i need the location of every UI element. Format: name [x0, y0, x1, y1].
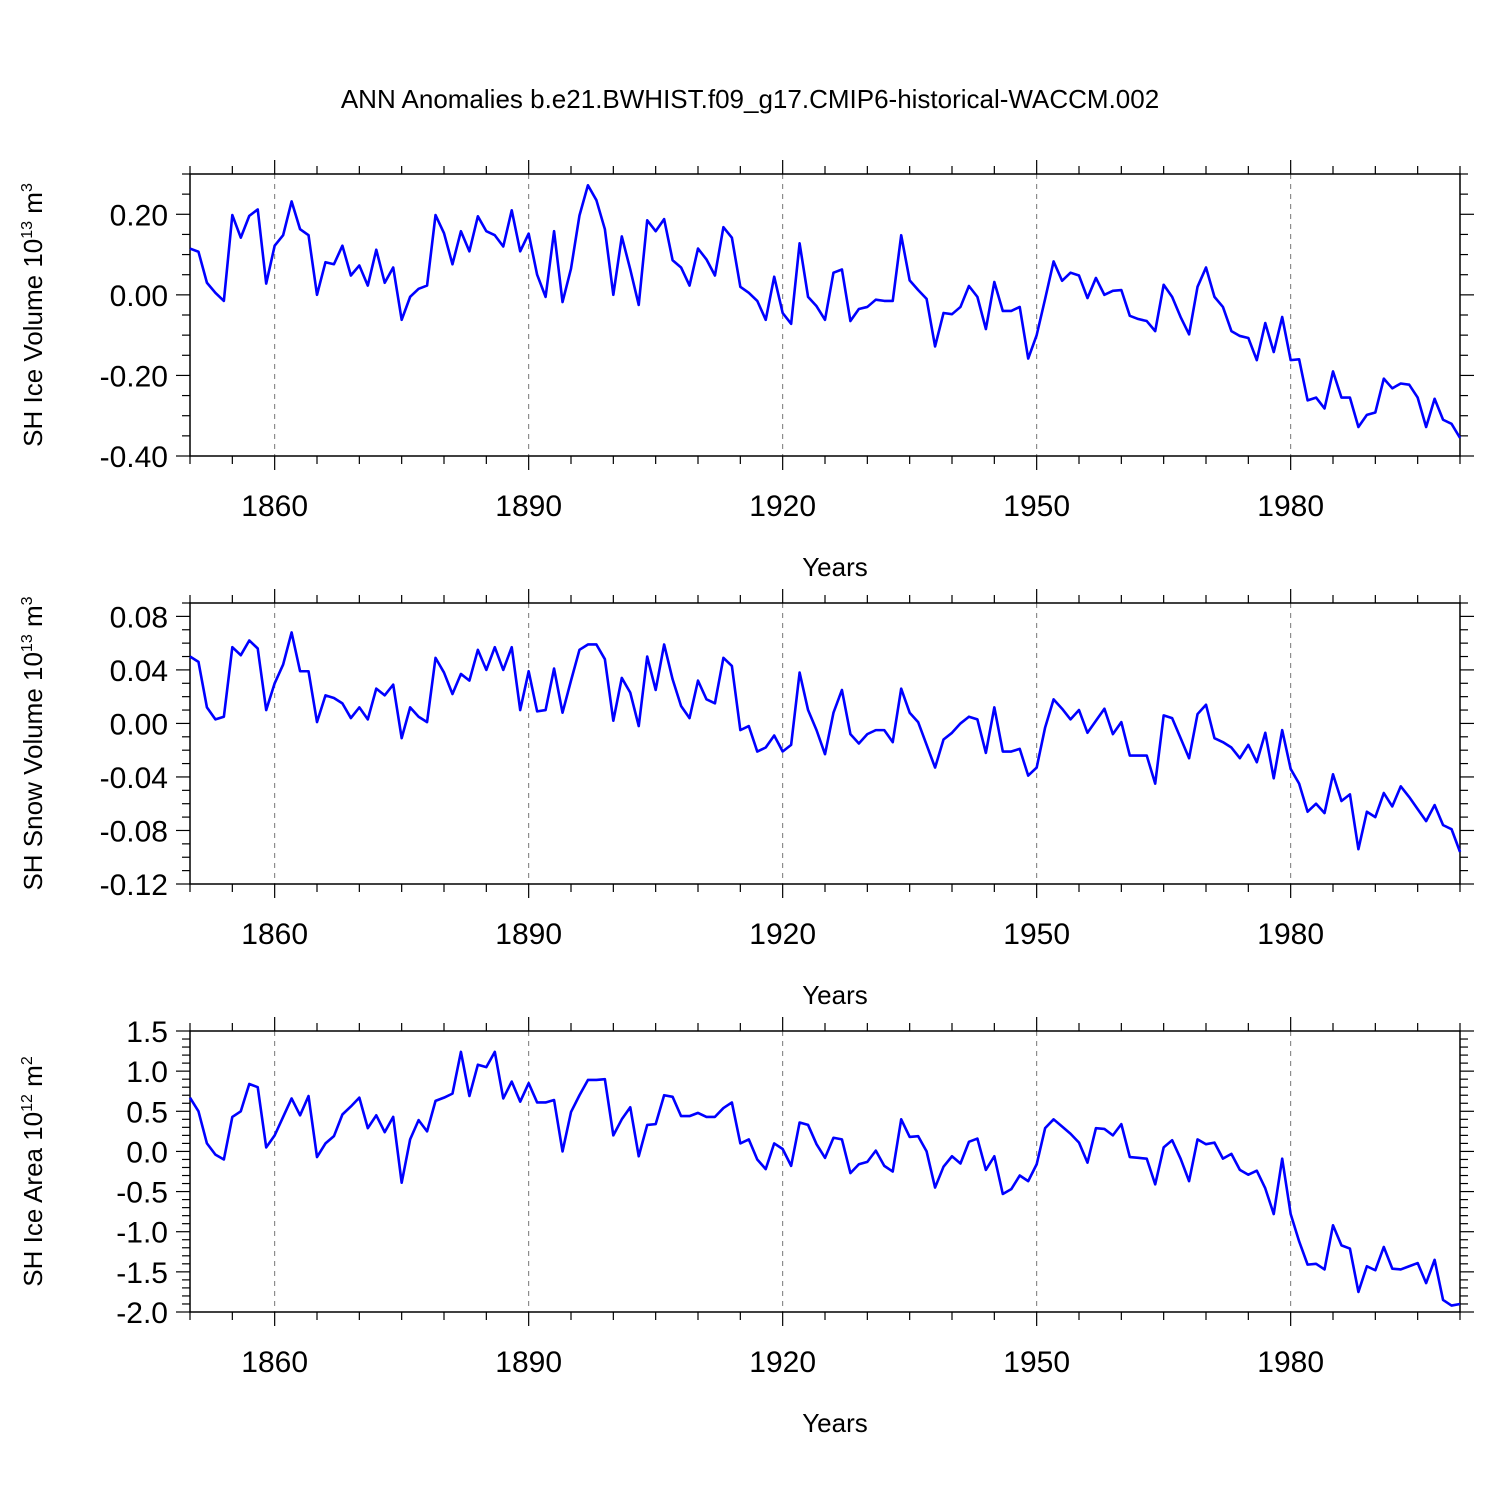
y-tick-label: -2.0	[116, 1297, 168, 1330]
x-tick-label: 1950	[1003, 1346, 1070, 1379]
x-tick-label: 1980	[1257, 918, 1324, 951]
x-tick-label: 1920	[749, 918, 816, 951]
y-tick-label: -0.12	[100, 869, 168, 902]
y-tick-label: 0.00	[110, 708, 168, 741]
y-tick-label: -0.5	[116, 1177, 168, 1210]
y-tick-label: 1.5	[126, 1016, 168, 1049]
y-axis-title: SH Snow Volume 1013 m3	[18, 596, 48, 890]
y-tick-label: 0.20	[110, 199, 168, 232]
x-tick-label: 1980	[1257, 1346, 1324, 1379]
panel-ice-volume: -0.40 -0.20 0.00 0.20 1860 1890 1920 1950 1980 Ye…	[18, 160, 1474, 582]
x-tick-label: 1950	[1003, 918, 1070, 951]
panel-ice-area: -2.0 -1.5 -1.0 -0.5 0.0 0.5 1.0 1.5 1860 1890 1920…	[18, 1016, 1474, 1438]
panel-snow-volume: -0.12 -0.08 -0.04 0.00 0.04 0.08 1860 1890 1920 1…	[18, 589, 1474, 1010]
y-tick-label: 0.5	[126, 1096, 168, 1129]
plot-frame	[189, 602, 1461, 885]
series-line	[188, 1050, 1461, 1307]
x-tick-label: 1920	[749, 1346, 816, 1379]
y-tick-label: -1.0	[116, 1217, 168, 1250]
y-axis-title: SH Ice Volume 1013 m3	[18, 183, 48, 447]
y-tick-label: 1.0	[126, 1056, 168, 1089]
series-line	[189, 631, 1462, 853]
x-tick-label: 1860	[241, 1346, 308, 1379]
x-axis-title: Years	[802, 1408, 868, 1438]
x-tick-label: 1920	[749, 490, 816, 523]
y-tick-label: 0.08	[110, 601, 168, 634]
y-axis-title: SH Ice Area 1012 m2	[18, 1056, 48, 1287]
x-tick-label: 1890	[495, 490, 562, 523]
x-tick-label: 1950	[1003, 490, 1070, 523]
y-tick-label: -0.04	[100, 762, 168, 795]
y-tick-label: 0.00	[110, 280, 168, 313]
series-line	[189, 183, 1462, 439]
y-tick-label: -0.40	[100, 441, 168, 474]
plot-frame	[189, 1030, 1461, 1313]
chart-title: ANN Anomalies b.e21.BWHIST.f09_g17.CMIP6…	[340, 84, 1160, 114]
y-tick-label: 0.04	[110, 655, 168, 688]
x-tick-label: 1890	[495, 1346, 562, 1379]
y-tick-label: -0.08	[100, 815, 168, 848]
x-tick-label: 1980	[1257, 490, 1324, 523]
x-tick-label: 1860	[241, 918, 308, 951]
x-tick-label: 1860	[241, 490, 308, 523]
x-tick-label: 1890	[495, 918, 562, 951]
y-tick-label: -1.5	[116, 1257, 168, 1290]
y-tick-label: 0.0	[126, 1136, 168, 1169]
x-axis-title: Years	[802, 980, 868, 1010]
y-tick-label: -0.20	[100, 360, 168, 393]
x-axis-title: Years	[802, 552, 868, 582]
